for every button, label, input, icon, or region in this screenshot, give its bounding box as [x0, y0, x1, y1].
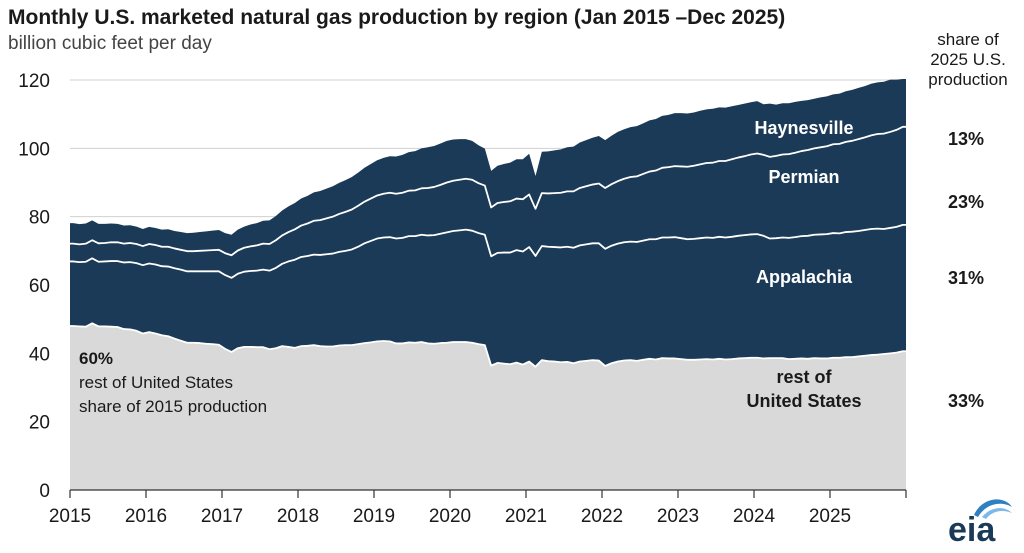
- share-header: share of 2025 U.S. production: [918, 30, 1018, 90]
- y-tick-label: 60: [29, 276, 50, 297]
- y-tick-label: 100: [18, 139, 50, 160]
- separator-rest-appalachia: [70, 322, 906, 368]
- share-rest: 33%: [948, 391, 984, 411]
- y-tick-label: 0: [39, 481, 50, 502]
- chart-subtitle: billion cubic feet per day: [8, 33, 212, 54]
- separator-permian-haynesville: [70, 125, 906, 257]
- series-label-appalachia: Appalachia: [756, 267, 853, 287]
- x-tick-label: 2023: [657, 506, 699, 527]
- x-tick-label: 2015: [49, 506, 91, 527]
- share-appalachia: 31%: [948, 268, 984, 288]
- logo-swoosh: [974, 499, 1012, 517]
- series-label-permian: Permian: [768, 167, 839, 187]
- x-tick-label: 2016: [125, 506, 167, 527]
- annotation-line1: rest of United States: [79, 373, 233, 392]
- annotation-line2: share of 2015 production: [79, 397, 267, 416]
- y-tick-label: 40: [29, 344, 50, 365]
- area-regions: [70, 78, 906, 367]
- y-tick-label: 20: [29, 413, 50, 434]
- x-tick-label: 2022: [581, 506, 623, 527]
- series-labels: Haynesville Permian Appalachia rest of U…: [79, 118, 984, 416]
- separator-appalachia-permian: [70, 223, 906, 279]
- share-permian: 23%: [948, 192, 984, 212]
- logo-text: eia: [948, 511, 996, 545]
- x-tick-label: 2020: [429, 506, 471, 527]
- series-label-haynesville: Haynesville: [754, 118, 853, 138]
- area-series: [70, 78, 906, 490]
- y-tick-label: 80: [29, 208, 50, 229]
- area-rest-of-united-states: [70, 323, 906, 490]
- eia-logo: eia: [948, 499, 1012, 545]
- x-tick-label: 2021: [505, 506, 547, 527]
- x-tick-label: 2025: [809, 506, 851, 527]
- chart-title: Monthly U.S. marketed natural gas produc…: [8, 6, 786, 29]
- share-header-line: 2025 U.S.: [930, 50, 1006, 69]
- annotation-percent: 60%: [79, 349, 113, 368]
- axes: 0 20 40 60 80 100 120 2015 2016 2017 2018 2019 2020 2…: [18, 71, 907, 527]
- x-tick-label: 2019: [353, 506, 395, 527]
- x-tick-label: 2018: [277, 506, 319, 527]
- logo-swoosh-light: [982, 508, 1012, 519]
- y-tick-label: 120: [18, 71, 50, 92]
- series-label-rest-line2: United States: [746, 391, 861, 411]
- share-header-line: production: [928, 70, 1008, 89]
- series-label-rest-line1: rest of: [776, 367, 832, 387]
- x-tick-label: 2017: [201, 506, 243, 527]
- share-header-line: share of: [937, 30, 999, 49]
- x-tick-label: 2024: [733, 506, 776, 527]
- share-haynesville: 13%: [948, 129, 984, 149]
